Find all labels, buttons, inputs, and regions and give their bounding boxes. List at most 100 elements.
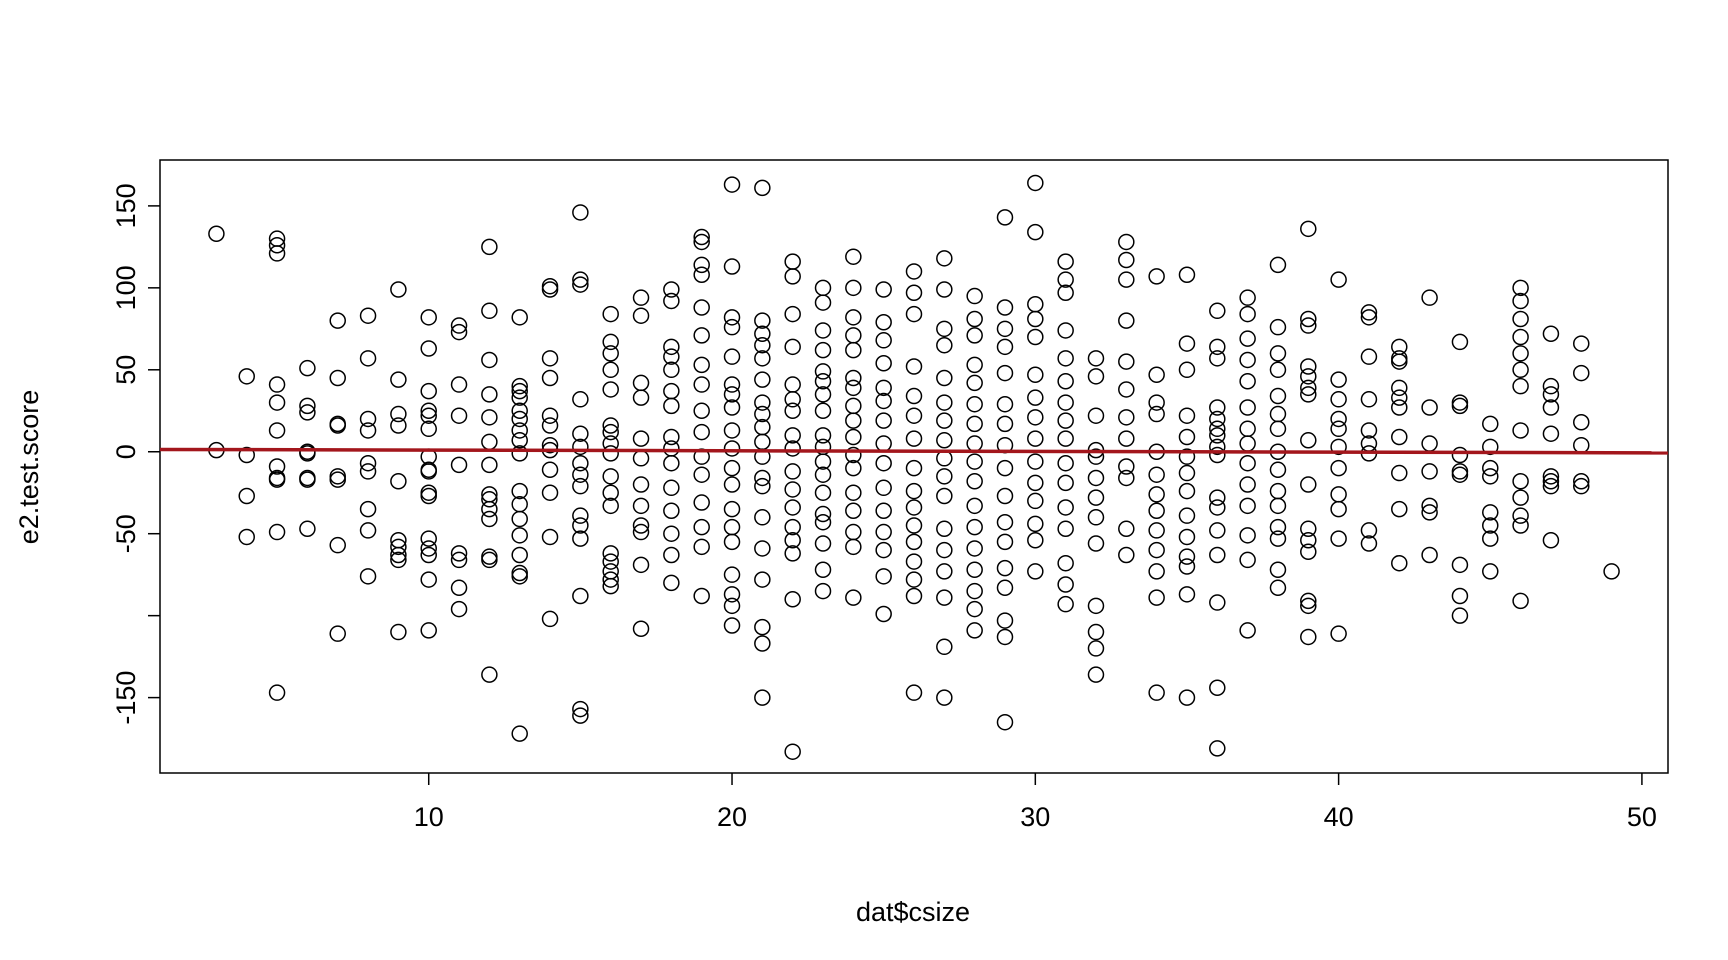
point — [754, 433, 771, 451]
point — [1542, 473, 1560, 490]
point — [1087, 350, 1105, 367]
point — [1330, 486, 1347, 503]
point — [693, 327, 710, 344]
point — [1330, 459, 1347, 477]
point — [1330, 500, 1347, 518]
point — [1178, 507, 1196, 524]
point — [511, 725, 528, 742]
point — [1330, 410, 1347, 428]
point — [845, 341, 862, 359]
point — [268, 230, 286, 247]
point — [784, 518, 801, 536]
point — [450, 600, 468, 618]
point — [966, 453, 983, 470]
point — [1269, 497, 1287, 515]
point — [1239, 399, 1256, 416]
point — [905, 533, 923, 551]
point — [481, 351, 498, 369]
point — [359, 307, 377, 324]
point — [1512, 377, 1529, 395]
point — [359, 500, 377, 518]
point — [936, 541, 953, 559]
point — [1239, 435, 1256, 452]
point — [1118, 430, 1135, 447]
plot-frame — [159, 159, 1669, 774]
point — [754, 469, 771, 487]
point — [1209, 489, 1226, 506]
point — [875, 568, 892, 585]
point — [1027, 174, 1044, 192]
point — [936, 563, 953, 580]
point — [1512, 592, 1529, 610]
point — [1391, 428, 1408, 446]
point — [966, 622, 983, 639]
point — [693, 466, 710, 483]
point — [996, 533, 1014, 551]
point — [390, 551, 407, 569]
point — [754, 635, 771, 652]
point — [1178, 428, 1196, 446]
point — [572, 438, 589, 456]
point — [905, 553, 923, 570]
point — [1482, 563, 1499, 580]
point — [481, 238, 498, 256]
point — [1087, 597, 1105, 615]
point — [936, 468, 953, 485]
y-tick-label: -150 — [111, 671, 141, 725]
point — [420, 402, 437, 420]
point — [905, 358, 923, 375]
point — [1148, 563, 1165, 580]
point — [1118, 520, 1135, 538]
point — [663, 292, 680, 310]
point — [481, 456, 498, 474]
point — [602, 497, 619, 515]
point — [359, 410, 377, 428]
point — [1482, 438, 1499, 456]
point — [905, 499, 923, 516]
point — [1269, 345, 1287, 362]
point — [511, 389, 528, 406]
point — [390, 281, 407, 298]
point — [1330, 391, 1347, 408]
point — [238, 368, 255, 385]
point — [1300, 220, 1317, 238]
point — [1512, 489, 1529, 506]
point — [966, 497, 983, 515]
point — [632, 517, 650, 534]
point — [693, 233, 710, 251]
point — [1542, 477, 1560, 495]
point — [420, 622, 437, 639]
point — [693, 356, 710, 374]
point — [268, 523, 286, 541]
point — [1451, 607, 1469, 624]
point — [814, 386, 832, 403]
point — [541, 610, 559, 628]
point — [875, 454, 892, 472]
point — [784, 440, 801, 457]
point — [268, 471, 286, 488]
point — [1239, 476, 1256, 493]
point — [723, 476, 741, 493]
point — [1482, 415, 1499, 433]
point — [268, 422, 286, 439]
point — [754, 179, 771, 197]
point — [1057, 373, 1074, 390]
point — [1482, 530, 1499, 547]
point — [1360, 309, 1378, 326]
point — [359, 422, 377, 439]
point — [1360, 535, 1378, 552]
point — [1512, 507, 1529, 524]
point — [1057, 412, 1074, 429]
point — [1087, 368, 1105, 385]
point — [754, 336, 771, 354]
point — [754, 394, 771, 411]
point — [1209, 438, 1226, 456]
point — [572, 271, 589, 288]
point — [1239, 454, 1256, 472]
point — [572, 517, 589, 534]
point — [1209, 522, 1226, 539]
point — [481, 666, 498, 683]
point — [996, 209, 1014, 226]
point — [1451, 466, 1469, 483]
point — [268, 245, 286, 262]
